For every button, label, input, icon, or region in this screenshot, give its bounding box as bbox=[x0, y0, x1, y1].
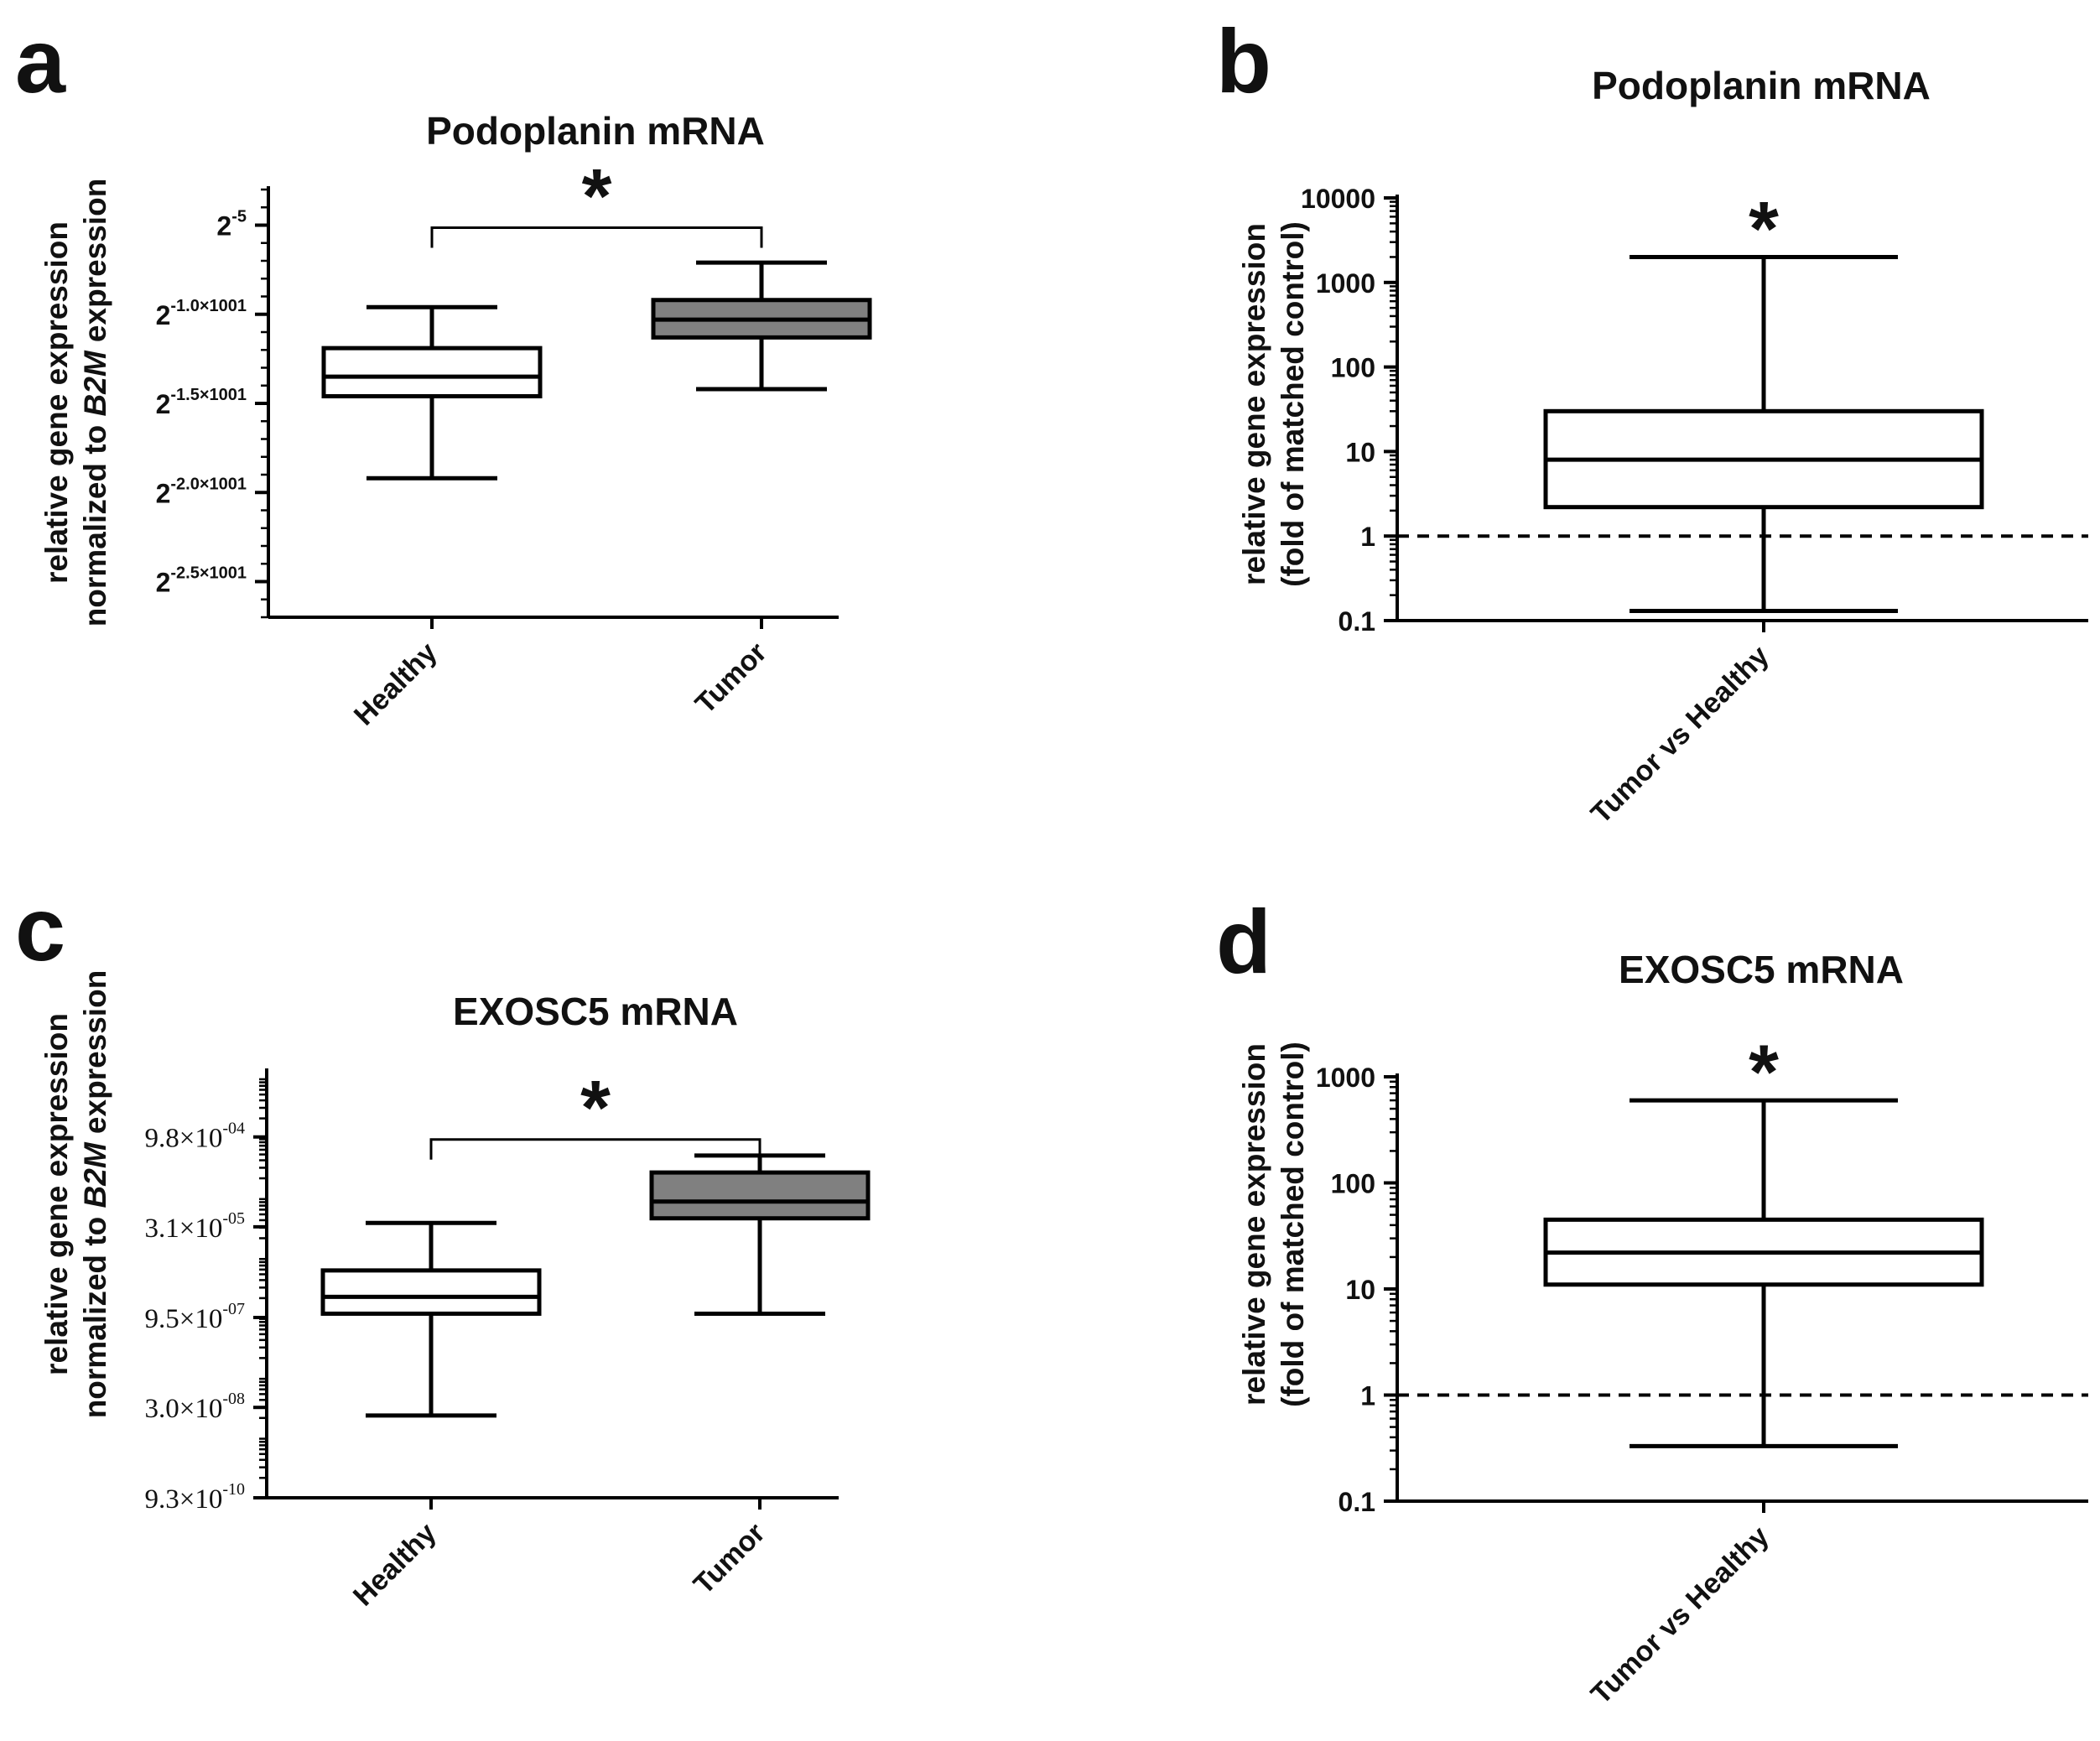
y-axis-label-run: relative gene expression bbox=[1237, 223, 1271, 585]
y-tick-exponent: -2.5×1001 bbox=[170, 564, 247, 583]
y-tick-label: 1 bbox=[1360, 522, 1375, 552]
y-tick-label: 10 bbox=[1345, 437, 1375, 467]
box-tumor bbox=[651, 260, 872, 392]
y-tick-base: 2 bbox=[156, 568, 171, 598]
significance-star: * bbox=[1749, 1030, 1779, 1115]
chart-title: EXOSC5 mRNA bbox=[1619, 948, 1904, 991]
y-tick-exponent: -05 bbox=[222, 1209, 245, 1228]
panel-c: c EXOSC5 mRNA relative gene expression norm… bbox=[15, 878, 871, 1613]
y-axis-label-run: normalized to bbox=[78, 1208, 112, 1418]
y-tick-label: 2-2.5×1001 bbox=[156, 564, 247, 598]
y-tick-mantissa: 3.1×10 bbox=[144, 1214, 222, 1244]
y-tick-mantissa: 9.5×10 bbox=[144, 1304, 222, 1334]
y-tick-label: 2-1.0×1001 bbox=[156, 297, 247, 330]
box-healthy bbox=[320, 1220, 542, 1418]
x-tick-label: Tumor vs Healthy bbox=[1585, 1520, 1775, 1711]
y-tick-base: 2 bbox=[156, 300, 171, 330]
significance-star: * bbox=[582, 154, 612, 240]
y-tick-label: 0.1 bbox=[1338, 1487, 1375, 1517]
y-tick-label: 3.0×10-08 bbox=[144, 1390, 245, 1424]
y-tick-base: 2 bbox=[216, 211, 231, 242]
panel-letter: b bbox=[1216, 10, 1271, 112]
y-axis-label-run: relative gene expression bbox=[1237, 1043, 1271, 1406]
y-axis-label: relative gene expression (fold of matched… bbox=[1237, 221, 1310, 587]
y-tick-exponent: -2.0×1001 bbox=[170, 475, 247, 493]
y-axis-label-run: (fold of matched control) bbox=[1276, 221, 1310, 587]
y-axis-label-run: relative gene expression bbox=[39, 1013, 74, 1375]
y-axis-label: relative gene expression normalized to B2… bbox=[39, 179, 112, 627]
y-tick-label: 2-5 bbox=[216, 208, 247, 242]
y-tick-label: 0.1 bbox=[1338, 606, 1375, 637]
box-iqr bbox=[320, 1268, 542, 1316]
y-tick-exponent: -1.0×1001 bbox=[170, 297, 247, 315]
y-tick-base: 2 bbox=[156, 478, 171, 508]
y-axis-label-run: expression bbox=[78, 970, 112, 1143]
y-axis-label-run: relative gene expression bbox=[39, 221, 74, 584]
y-axis-label: relative gene expression normalized to B2… bbox=[39, 970, 112, 1419]
x-tick-label: Healthy bbox=[348, 637, 444, 732]
significance-bracket bbox=[429, 1138, 762, 1160]
panel-b: b Podoplanin mRNA relative gene expression… bbox=[1216, 10, 2088, 830]
y-tick-mantissa: 9.3×10 bbox=[144, 1484, 222, 1515]
panel-d: d EXOSC5 mRNA relative gene expression (fol… bbox=[1216, 891, 2088, 1711]
y-tick-label: 1000 bbox=[1316, 268, 1375, 299]
panel-letter: a bbox=[15, 10, 66, 112]
y-tick-label: 10000 bbox=[1301, 184, 1375, 214]
y-tick-exponent: -1.5×1001 bbox=[170, 386, 247, 404]
y-tick-exponent: -07 bbox=[222, 1300, 245, 1318]
y-tick-label: 2-1.5×1001 bbox=[156, 386, 247, 419]
y-axis-label-run: (fold of matched control) bbox=[1276, 1042, 1310, 1407]
y-tick-label: 1000 bbox=[1316, 1063, 1375, 1093]
y-tick-base: 2 bbox=[156, 389, 171, 419]
y-tick-exponent: -08 bbox=[222, 1390, 245, 1408]
x-tick-label: Healthy bbox=[347, 1517, 443, 1613]
x-tick-label: Tumor vs Healthy bbox=[1585, 640, 1775, 830]
box-tumor-vs-healthy bbox=[1543, 1098, 1984, 1448]
chart-title: Podoplanin mRNA bbox=[1592, 64, 1931, 107]
x-tick-label: Tumor bbox=[689, 637, 773, 720]
significance-star: * bbox=[1749, 186, 1779, 272]
box-tumor-vs-healthy bbox=[1543, 254, 1984, 614]
y-tick-label: 100 bbox=[1331, 353, 1375, 383]
y-axis-label-run: expression bbox=[78, 179, 112, 351]
chart-title: EXOSC5 mRNA bbox=[453, 990, 738, 1033]
y-axis-label-run: B2M bbox=[78, 1141, 112, 1208]
y-tick-label: 3.1×10-05 bbox=[144, 1209, 245, 1244]
y-tick-label: 10 bbox=[1345, 1275, 1375, 1305]
y-tick-exponent: -04 bbox=[222, 1120, 245, 1138]
y-axis-label: relative gene expression (fold of matched… bbox=[1237, 1042, 1310, 1407]
y-tick-label: 2-2.0×1001 bbox=[156, 475, 247, 508]
panel-letter: d bbox=[1216, 891, 1271, 992]
significance-bracket bbox=[430, 226, 763, 248]
y-tick-exponent: -10 bbox=[222, 1480, 245, 1499]
y-tick-label: 1 bbox=[1360, 1381, 1375, 1411]
y-axis-label-run: B2M bbox=[78, 350, 112, 416]
y-tick-mantissa: 9.8×10 bbox=[144, 1124, 222, 1154]
box-iqr bbox=[649, 1170, 871, 1221]
y-tick-label: 9.8×10-04 bbox=[144, 1120, 245, 1154]
y-tick-mantissa: 3.0×10 bbox=[144, 1394, 222, 1424]
y-axis-label-run: normalized to bbox=[78, 416, 112, 626]
x-tick-label: Tumor bbox=[688, 1517, 772, 1601]
y-tick-label: 9.5×10-07 bbox=[144, 1300, 245, 1334]
box-tumor bbox=[649, 1153, 871, 1316]
box-healthy bbox=[321, 304, 543, 481]
y-tick-label: 9.3×10-10 bbox=[144, 1480, 245, 1515]
panel-a: a Podoplanin mRNA relative gene expression… bbox=[15, 10, 872, 732]
significance-star: * bbox=[580, 1066, 611, 1151]
panel-letter: c bbox=[15, 878, 65, 980]
y-tick-exponent: -5 bbox=[231, 208, 247, 226]
box-iqr bbox=[321, 346, 543, 398]
y-tick-label: 100 bbox=[1331, 1169, 1375, 1199]
chart-title: Podoplanin mRNA bbox=[426, 109, 765, 153]
